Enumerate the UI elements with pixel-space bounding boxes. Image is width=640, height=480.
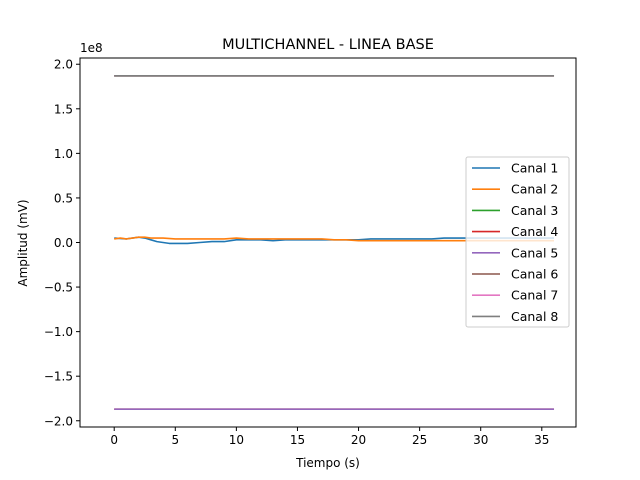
legend-label: Canal 5 bbox=[511, 245, 558, 260]
x-tick-label: 0 bbox=[110, 433, 118, 447]
y-tick-label: 1.5 bbox=[54, 102, 73, 116]
x-tick-label: 10 bbox=[229, 433, 244, 447]
y-scale-label: 1e8 bbox=[80, 41, 103, 55]
x-tick-label: 5 bbox=[171, 433, 179, 447]
y-tick-label: −1.0 bbox=[44, 325, 73, 339]
series-layer bbox=[114, 75, 555, 410]
legend-label: Canal 1 bbox=[511, 161, 558, 176]
y-axis-label: Amplitud (mV) bbox=[16, 199, 30, 286]
legend-label: Canal 3 bbox=[511, 203, 558, 218]
x-tick-label: 25 bbox=[412, 433, 427, 447]
legend-box bbox=[465, 156, 570, 328]
chart-title: MULTICHANNEL - LINEA BASE bbox=[222, 37, 434, 53]
x-axis-label: Tiempo (s) bbox=[295, 456, 360, 470]
legend-label: Canal 8 bbox=[511, 309, 558, 324]
x-tick-label: 30 bbox=[473, 433, 488, 447]
y-axis: 2.0 1.5 1.0 0.5 0.0 −0.5 −1.0 −1.5 −2.0 bbox=[44, 58, 80, 428]
legend-label: Canal 7 bbox=[511, 288, 558, 303]
x-tick-label: 35 bbox=[534, 433, 549, 447]
x-tick-label: 15 bbox=[290, 433, 305, 447]
x-axis: 0 5 10 15 20 25 30 35 bbox=[110, 427, 549, 447]
y-tick-label: 0.0 bbox=[54, 236, 73, 250]
y-tick-label: 2.0 bbox=[54, 58, 73, 72]
y-tick-label: 0.5 bbox=[54, 191, 73, 205]
y-tick-label: 1.0 bbox=[54, 147, 73, 161]
y-tick-label: −0.5 bbox=[44, 281, 73, 295]
legend-label: Canal 2 bbox=[511, 182, 558, 197]
legend-label: Canal 6 bbox=[511, 267, 558, 282]
x-tick-label: 20 bbox=[351, 433, 366, 447]
y-tick-label: −2.0 bbox=[44, 414, 73, 428]
legend: Canal 1 Canal 2 Canal 3 Canal 4 Canal 5 Canal… bbox=[465, 156, 570, 328]
y-tick-label: −1.5 bbox=[44, 370, 73, 384]
legend-label: Canal 4 bbox=[511, 224, 558, 239]
